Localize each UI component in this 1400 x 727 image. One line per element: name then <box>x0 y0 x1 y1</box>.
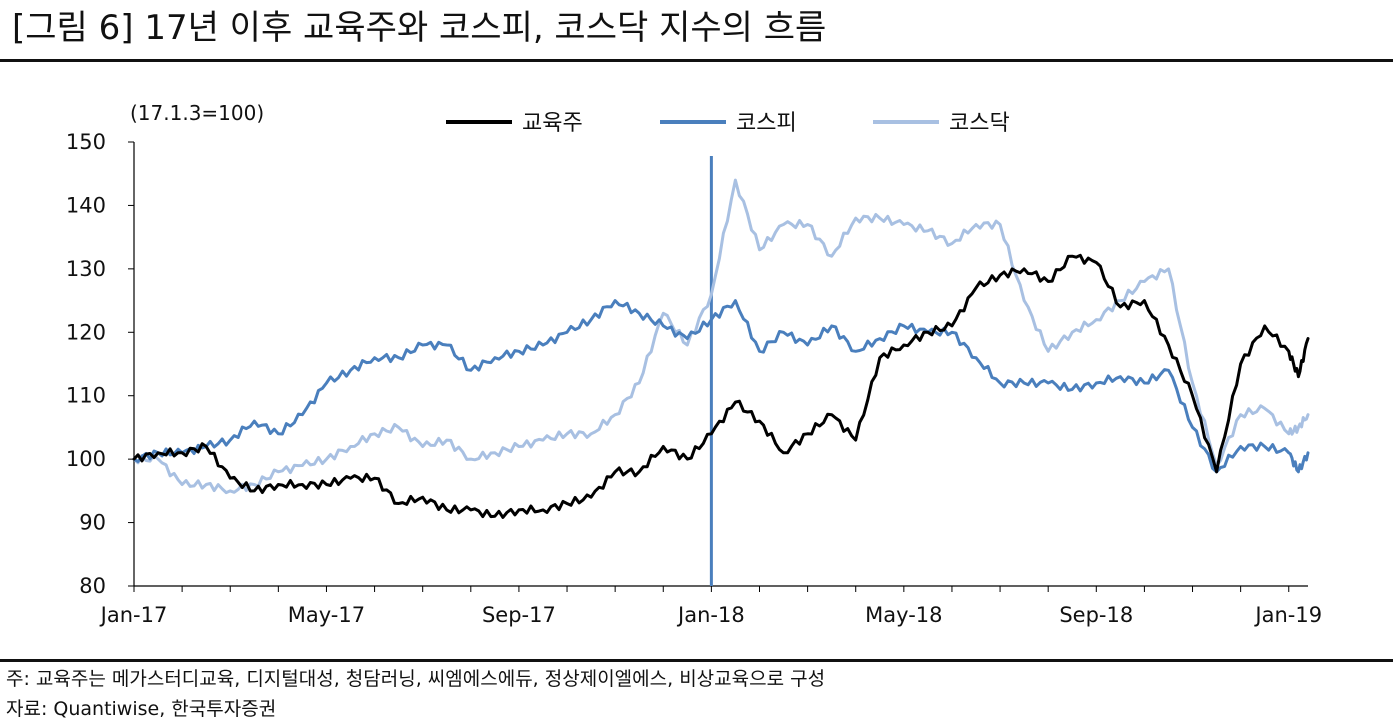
legend-label-edu: 교육주 <box>522 111 583 136</box>
y-tick-label: 110 <box>66 384 106 408</box>
x-tick-label: May-18 <box>865 603 942 627</box>
y-tick-label: 140 <box>66 193 106 217</box>
line-chart: 80 90 100 110 120 130 140 150 Jan-17 May-17 Sep-17… <box>66 101 1322 627</box>
bottom-divider <box>0 659 1393 662</box>
top-divider <box>0 59 1393 62</box>
chart-container: 80 90 100 110 120 130 140 150 Jan-17 May-17 Sep-17… <box>0 62 1400 659</box>
y-tick-label: 100 <box>66 447 106 471</box>
x-tick-label: Jan-18 <box>676 603 745 627</box>
y-tick-label: 150 <box>66 130 106 154</box>
legend-label-kospi: 코스피 <box>736 111 797 136</box>
footnote: 주: 교육주는 메가스터디교육, 디지털대성, 청담러닝, 씨엠에스에듀, 정상… <box>6 668 826 690</box>
page-title: [그림 6] 17년 이후 교육주와 코스피, 코스닥 지수의 흐름 <box>12 8 827 48</box>
series-line-kosdaq <box>132 178 1310 495</box>
x-tick-label: Sep-18 <box>1059 603 1133 627</box>
x-tick-label: Jan-17 <box>99 603 168 627</box>
unit-label: (17.1.3=100) <box>130 101 264 125</box>
x-tick-label: May-17 <box>288 603 365 627</box>
legend-label-kosdaq: 코스닥 <box>949 111 1010 136</box>
x-tick-label: Jan-19 <box>1253 603 1322 627</box>
y-tick-label: 80 <box>79 574 106 598</box>
y-tick-label: 130 <box>66 257 106 281</box>
series-line-kospi <box>132 299 1310 474</box>
source-note: 자료: Quantiwise, 한국투자증권 <box>6 698 277 720</box>
x-tick-label: Sep-17 <box>482 603 556 627</box>
y-tick-label: 120 <box>66 320 106 344</box>
series-line-edu <box>132 253 1310 519</box>
y-tick-label: 90 <box>79 511 106 535</box>
